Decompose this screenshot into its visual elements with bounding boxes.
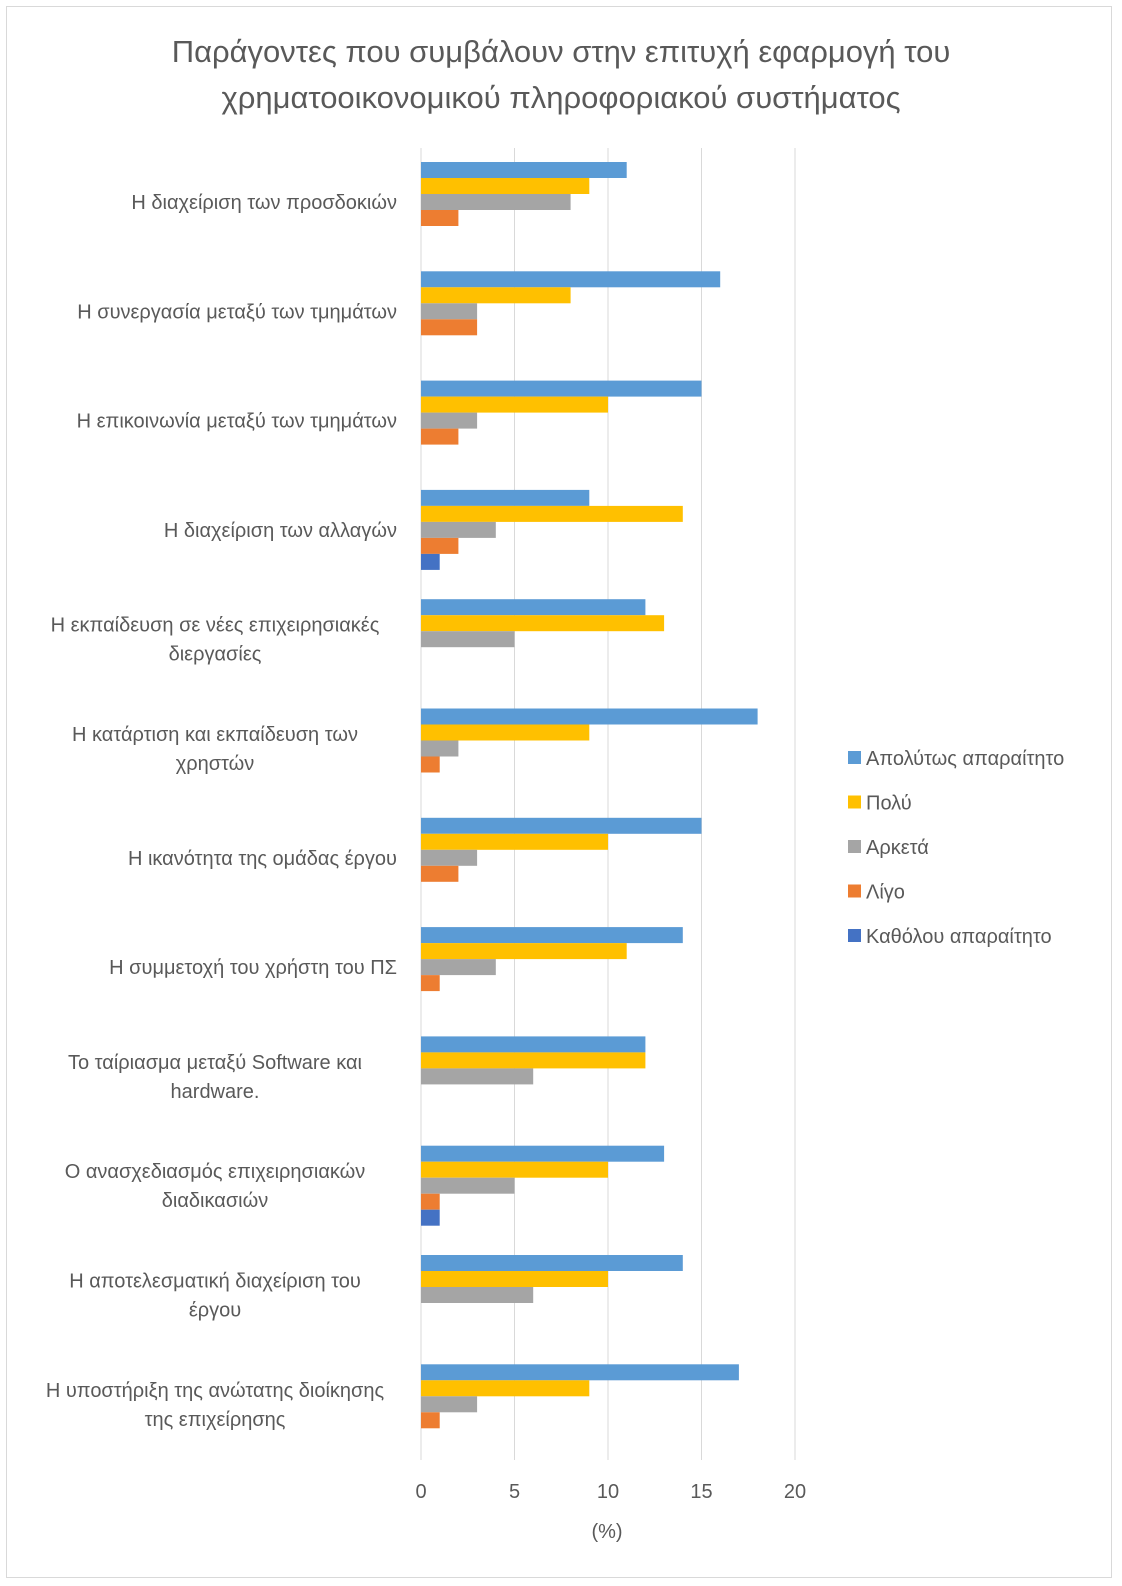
legend-label: Αρκετά	[866, 837, 929, 859]
bar	[421, 505, 683, 522]
category-label: Η αποτελεσματική διαχείριση του	[69, 1271, 361, 1293]
bar	[421, 599, 646, 616]
bar	[421, 615, 665, 632]
legend: Απολύτως απαραίτητο Πολύ Αρκετά Λίγο Καθόλου…	[848, 748, 1064, 948]
legend-label: Καθόλου απαραίτητο	[866, 926, 1052, 948]
category-label: Η ικανότητα της ομάδας έργου	[128, 848, 397, 870]
category-label: Η υποστήριξη της ανώτατης διοίκησης	[46, 1380, 385, 1402]
bar	[421, 380, 702, 397]
x-tick-label: 10	[597, 1481, 619, 1503]
bar	[421, 975, 440, 992]
bar	[421, 927, 683, 944]
category-label: Η διαχείριση των προσδοκιών	[131, 192, 397, 214]
legend-swatch	[848, 751, 861, 764]
legend-swatch	[848, 840, 861, 853]
bar	[421, 1287, 534, 1303]
bar	[421, 271, 721, 288]
bar	[421, 162, 627, 178]
chart-title-line-2: χρηματοοικονομικού πληροφοριακού συστήμα…	[221, 80, 900, 115]
bar	[421, 1209, 440, 1226]
bar	[421, 959, 496, 976]
gridlines	[420, 148, 796, 1460]
legend-swatch	[848, 929, 861, 942]
bar	[421, 287, 571, 304]
chart-frame	[6, 6, 1112, 1578]
category-label: Η συμμετοχή του χρήστη του ΠΣ	[109, 957, 397, 979]
bar	[421, 1271, 608, 1287]
category-labels: Η διαχείριση των προσδοκιών Η συνεργασία …	[46, 192, 397, 1431]
bar	[421, 756, 440, 773]
category-label: Η εκπαίδευση σε νέες επιχειρησιακές	[51, 615, 380, 637]
bar	[421, 319, 478, 336]
bar	[421, 412, 478, 429]
bar	[421, 943, 627, 960]
legend-swatch	[848, 884, 861, 898]
category-label: Η κατάρτιση και εκπαίδευση των	[72, 724, 358, 746]
chart-title-line-1: Παράγοντες που συμβάλουν στην επιτυχή εφ…	[172, 34, 951, 69]
category-label: διεργασίες	[169, 644, 262, 666]
bar	[421, 1177, 515, 1194]
bar	[421, 396, 608, 413]
bar	[421, 1193, 440, 1210]
category-label: διαδικασιών	[162, 1190, 268, 1212]
bar	[421, 428, 459, 445]
category-label: Η διαχείριση των αλλαγών	[164, 520, 397, 542]
category-label: χρηστών	[176, 753, 255, 775]
bar	[421, 210, 459, 226]
bar	[421, 1036, 646, 1053]
bar	[421, 1412, 440, 1429]
bar	[421, 708, 758, 725]
bar	[421, 303, 478, 320]
bar	[421, 1255, 683, 1271]
legend-label: Λίγο	[866, 882, 905, 904]
bars	[421, 162, 758, 1429]
chart-title: Παράγοντες που συμβάλουν στην επιτυχή εφ…	[172, 34, 951, 115]
legend-label: Απολύτως απαραίτητο	[866, 748, 1064, 770]
category-label: hardware.	[171, 1081, 260, 1103]
x-tick-labels: 0 5 10 15 20	[415, 1481, 806, 1503]
legend-label: Πολύ	[866, 793, 912, 815]
bar	[421, 553, 440, 570]
x-tick-label: 20	[784, 1481, 806, 1503]
bar	[421, 833, 608, 850]
bar	[421, 1396, 478, 1413]
category-label: Το ταίριασμα μεταξύ Software και	[68, 1052, 362, 1074]
bar	[421, 537, 459, 554]
bar	[421, 817, 702, 834]
category-label: Ο ανασχεδιασμός επιχειρησιακών	[65, 1161, 366, 1183]
bar	[421, 1145, 665, 1162]
bar	[421, 849, 478, 866]
x-axis-label: (%)	[591, 1521, 622, 1543]
bar	[421, 1068, 534, 1085]
bar	[421, 194, 571, 210]
x-tick-label: 0	[415, 1481, 426, 1503]
legend-swatch	[848, 795, 861, 809]
bar	[421, 1161, 608, 1178]
category-label: της επιχείρησης	[145, 1409, 286, 1431]
bar	[421, 521, 496, 538]
x-tick-label: 5	[509, 1481, 520, 1503]
bar	[421, 1380, 590, 1397]
bar	[421, 178, 590, 194]
bar	[421, 865, 459, 882]
bar	[421, 1052, 646, 1069]
bar	[421, 489, 590, 506]
bar	[421, 1364, 739, 1381]
bar	[421, 724, 590, 741]
category-label: έργου	[189, 1300, 241, 1322]
x-tick-label: 15	[690, 1481, 712, 1503]
category-label: Η επικοινωνία μεταξύ των τμημάτων	[77, 411, 397, 433]
bar	[421, 631, 515, 648]
bar	[421, 740, 459, 757]
category-label: Η συνεργασία μεταξύ των τμημάτων	[77, 301, 397, 323]
